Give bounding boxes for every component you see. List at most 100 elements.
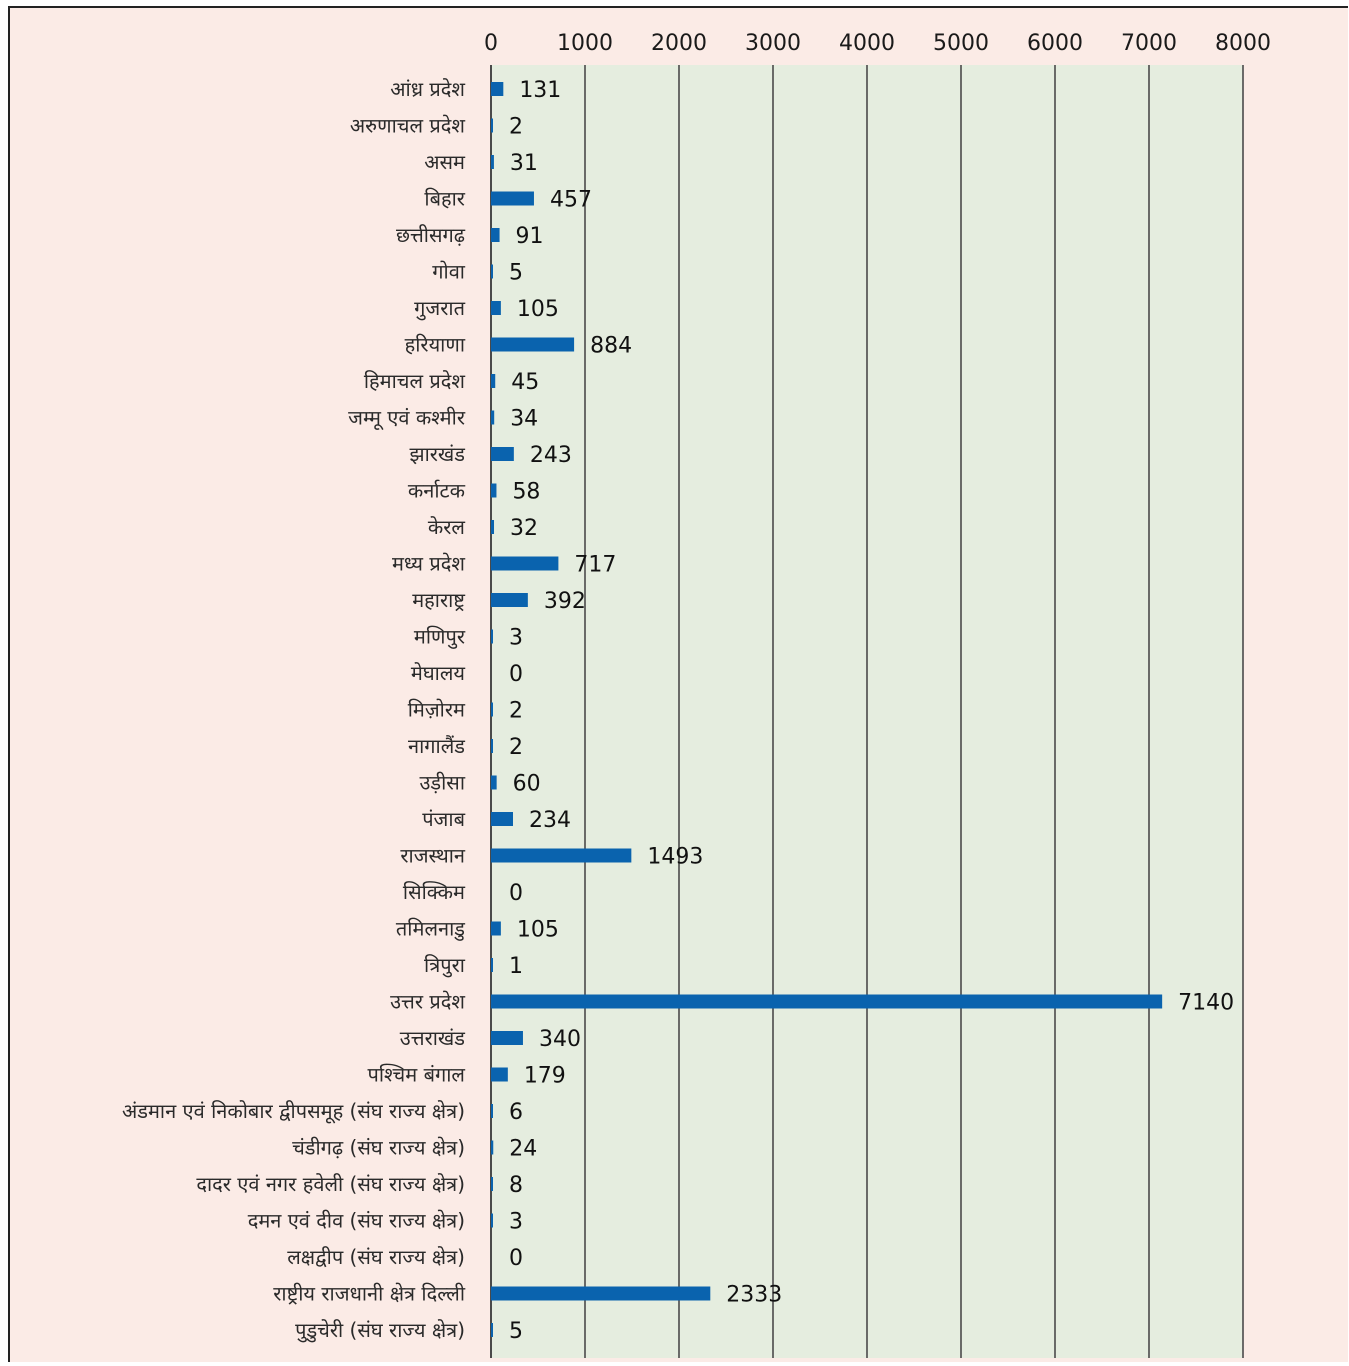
bar bbox=[491, 118, 493, 133]
bar bbox=[491, 447, 514, 461]
data-label: 3 bbox=[509, 626, 523, 651]
grid-lines bbox=[490, 65, 1244, 1358]
data-label: 58 bbox=[512, 480, 540, 505]
data-label: 0 bbox=[509, 662, 523, 687]
data-label: 7140 bbox=[1178, 991, 1234, 1016]
x-axis-ticks: 0 1000 2000 3000 4000 5000 6000 7000 8000 bbox=[484, 31, 1271, 56]
bar bbox=[491, 1323, 493, 1337]
bar bbox=[491, 958, 493, 972]
data-label: 1493 bbox=[647, 845, 703, 870]
bar bbox=[491, 812, 513, 826]
data-label: 717 bbox=[574, 553, 616, 578]
category-label: त्रिपुरा bbox=[424, 953, 466, 978]
x-tick-label: 0 bbox=[484, 31, 498, 56]
data-label: 6 bbox=[509, 1100, 523, 1125]
category-label: आंध्र प्रदेश bbox=[390, 77, 465, 101]
category-label: हरियाणा bbox=[405, 333, 466, 357]
category-label: उत्तर प्रदेश bbox=[390, 990, 465, 1014]
data-label: 340 bbox=[539, 1027, 581, 1052]
category-label: पश्चिम बंगाल bbox=[368, 1063, 466, 1087]
bar bbox=[491, 1140, 494, 1155]
data-label: 3 bbox=[509, 1210, 523, 1235]
data-label: 392 bbox=[544, 589, 586, 614]
data-label: 2333 bbox=[726, 1283, 782, 1308]
bar bbox=[491, 848, 632, 863]
category-label: जम्मू एवं कश्मीर bbox=[348, 406, 466, 431]
bar bbox=[491, 374, 496, 388]
data-label: 105 bbox=[517, 918, 559, 943]
data-label: 34 bbox=[510, 407, 538, 432]
bar bbox=[491, 520, 495, 534]
x-tick-label: 1000 bbox=[557, 31, 613, 56]
category-label: छत्तीसगढ़ bbox=[396, 223, 466, 247]
bar bbox=[491, 1286, 711, 1301]
bar bbox=[491, 228, 500, 242]
bar bbox=[491, 1213, 493, 1228]
bar bbox=[491, 921, 501, 936]
category-label: लक्षद्वीप (संघ राज्य क्षेत्र) bbox=[287, 1245, 465, 1269]
data-label: 131 bbox=[519, 78, 561, 103]
category-label: झारखंड bbox=[409, 442, 465, 466]
category-label: मेघालय bbox=[411, 661, 466, 685]
bar bbox=[491, 337, 575, 352]
category-label: कर्नाटक bbox=[408, 479, 466, 503]
x-tick-label: 8000 bbox=[1215, 31, 1271, 56]
data-label: 91 bbox=[516, 224, 544, 249]
bar bbox=[491, 775, 497, 790]
x-tick-label: 7000 bbox=[1121, 31, 1177, 56]
x-tick-label: 6000 bbox=[1027, 31, 1083, 56]
data-label: 5 bbox=[509, 1319, 523, 1344]
data-label: 0 bbox=[509, 881, 523, 906]
bar bbox=[491, 82, 504, 96]
category-label: राजस्थान bbox=[400, 844, 466, 868]
bar bbox=[491, 556, 559, 571]
category-label: उत्तराखंड bbox=[400, 1026, 465, 1050]
data-label: 243 bbox=[530, 443, 572, 468]
category-label: मध्य प्रदेश bbox=[392, 552, 465, 576]
bar bbox=[491, 410, 495, 425]
data-label: 8 bbox=[509, 1173, 523, 1198]
category-label: राष्ट्रीय राजधानी क्षेत्र दिल्ली bbox=[273, 1282, 466, 1306]
bar bbox=[491, 264, 493, 279]
data-label: 884 bbox=[590, 334, 632, 359]
data-label: 45 bbox=[511, 370, 539, 395]
category-label: अंडमान एवं निकोबार द्वीपसमूह (संघ राज्य … bbox=[122, 1099, 465, 1124]
category-label: केरल bbox=[428, 515, 466, 539]
bar-chart: 0 1000 2000 3000 4000 5000 6000 7000 8000 आंध्र … bbox=[122, 31, 1271, 1358]
data-label: 179 bbox=[524, 1064, 566, 1089]
category-label: अरुणाचल प्रदेश bbox=[350, 114, 465, 138]
category-label: दादर एवं नगर हवेली (संघ राज्य क्षेत्र) bbox=[196, 1172, 465, 1196]
bar bbox=[491, 593, 528, 607]
bar bbox=[491, 155, 494, 169]
data-label: 31 bbox=[510, 151, 538, 176]
data-label: 60 bbox=[513, 772, 541, 797]
category-label: असम bbox=[424, 150, 466, 174]
bars bbox=[491, 82, 1163, 1337]
category-label: उड़ीसा bbox=[419, 771, 465, 795]
category-label: तमिलनाडु bbox=[396, 917, 465, 942]
category-label: बिहार bbox=[424, 187, 465, 211]
category-label: महाराष्ट्र bbox=[412, 588, 465, 612]
bar bbox=[491, 629, 493, 644]
category-label: नागालैंड bbox=[408, 734, 465, 758]
bar bbox=[491, 1031, 523, 1045]
category-label: पंजाब bbox=[422, 807, 465, 831]
category-label: पुडुचेरी (संघ राज्य क्षेत्र) bbox=[295, 1318, 465, 1343]
category-label: चंडीगढ़ (संघ राज्य क्षेत्र) bbox=[292, 1136, 465, 1160]
data-label: 2 bbox=[509, 115, 523, 140]
category-label: मणिपुर bbox=[414, 625, 466, 650]
category-label: दमन एवं दीव (संघ राज्य क्षेत्र) bbox=[248, 1209, 465, 1233]
bar bbox=[491, 483, 497, 498]
category-label: गुजरात bbox=[414, 296, 465, 321]
data-label: 105 bbox=[517, 297, 559, 322]
data-label: 32 bbox=[510, 516, 538, 541]
bar bbox=[491, 739, 493, 753]
data-label: 234 bbox=[529, 808, 571, 833]
data-label: 2 bbox=[509, 735, 523, 760]
category-label: हिमाचल प्रदेश bbox=[364, 369, 466, 393]
data-label: 457 bbox=[550, 188, 592, 213]
bar bbox=[491, 301, 501, 315]
value-labels: 1312314579151058844534243583271739230226… bbox=[509, 78, 1234, 1344]
bar bbox=[491, 1067, 508, 1082]
bar bbox=[491, 994, 1163, 1009]
